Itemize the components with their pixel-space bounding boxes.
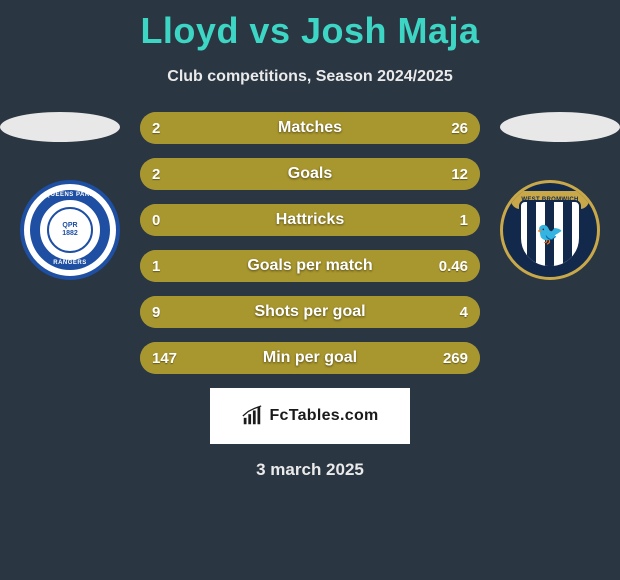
- stat-bar: 212Goals: [140, 158, 480, 190]
- club-badge-right: WEST BROMWICH 🐦: [500, 180, 600, 280]
- stat-label: Hattricks: [140, 211, 480, 229]
- watermark: FcTables.com: [210, 388, 410, 444]
- stat-bar: 147269Min per goal: [140, 342, 480, 374]
- badge-left-text-top: QUEENS PARK: [24, 192, 116, 198]
- subtitle: Club competitions, Season 2024/2025: [0, 68, 620, 86]
- stat-label: Min per goal: [140, 349, 480, 367]
- stat-label: Goals: [140, 165, 480, 183]
- stat-bar: 94Shots per goal: [140, 296, 480, 328]
- club-badge-left: QUEENS PARK QPR 1882 RANGERS: [20, 180, 120, 280]
- stat-bar: 226Matches: [140, 112, 480, 144]
- stat-label: Matches: [140, 119, 480, 137]
- bird-icon: 🐦: [521, 202, 579, 266]
- stat-bar: 10.46Goals per match: [140, 250, 480, 282]
- player-photo-right: [500, 112, 620, 142]
- comparison-panel: QUEENS PARK QPR 1882 RANGERS WEST BROMWI…: [0, 112, 620, 480]
- badge-left-center-top: QPR: [62, 222, 77, 230]
- badge-left-text-bottom: RANGERS: [24, 260, 116, 266]
- stat-label: Goals per match: [140, 257, 480, 275]
- stat-bar: 01Hattricks: [140, 204, 480, 236]
- stats-bars: 226Matches 212Goals 01Hattricks 10.46Goals …: [140, 112, 480, 374]
- player-photo-left: [0, 112, 120, 142]
- badge-left-center-bottom: 1882: [62, 230, 78, 238]
- stat-label: Shots per goal: [140, 303, 480, 321]
- chart-icon: [241, 405, 263, 427]
- page-title: Lloyd vs Josh Maja: [0, 0, 620, 52]
- watermark-text: FcTables.com: [269, 407, 378, 425]
- date-text: 3 march 2025: [0, 460, 620, 480]
